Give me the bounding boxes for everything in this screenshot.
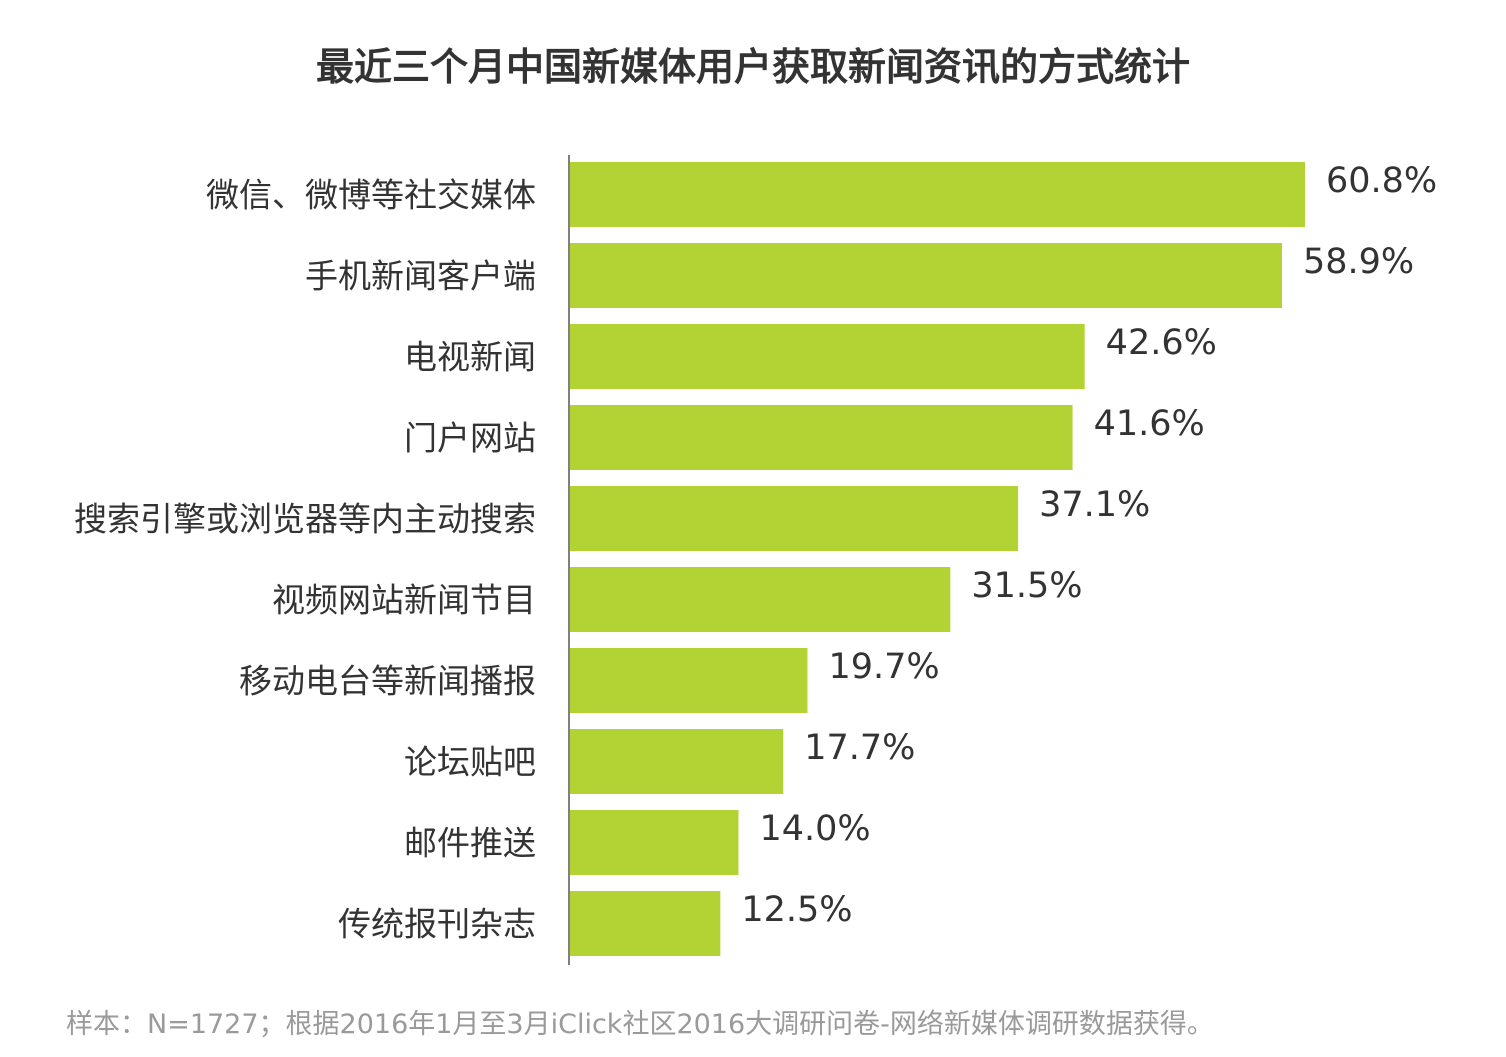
- bar-9: [569, 891, 721, 956]
- bar-2: [569, 324, 1085, 389]
- bar-6: [569, 648, 808, 713]
- bar-7: [569, 729, 784, 794]
- bar-8: [569, 810, 739, 875]
- chart-title: 最近三个月中国新媒体用户获取新闻资讯的方式统计: [315, 45, 1190, 89]
- category-label-4: 搜索引擎或浏览器等内主动搜索: [74, 500, 536, 539]
- category-labels-group: 微信、微博等社交媒体手机新闻客户端电视新闻门户网站搜索引擎或浏览器等内主动搜索视…: [74, 176, 536, 944]
- value-label-9: 12.5%: [741, 890, 852, 930]
- bars-group: [569, 162, 1305, 956]
- value-label-4: 37.1%: [1039, 485, 1150, 525]
- category-label-6: 移动电台等新闻播报: [239, 662, 536, 701]
- category-label-3: 门户网站: [404, 419, 536, 458]
- value-label-1: 58.9%: [1303, 242, 1414, 282]
- category-label-5: 视频网站新闻节目: [272, 581, 536, 620]
- bar-chart: 微信、微博等社交媒体手机新闻客户端电视新闻门户网站搜索引擎或浏览器等内主动搜索视…: [74, 155, 1437, 965]
- category-label-9: 传统报刊杂志: [338, 905, 536, 944]
- category-label-0: 微信、微博等社交媒体: [206, 176, 536, 215]
- value-label-6: 19.7%: [828, 647, 939, 687]
- value-label-2: 42.6%: [1106, 323, 1217, 363]
- value-label-8: 14.0%: [759, 809, 870, 849]
- category-label-7: 论坛贴吧: [404, 743, 536, 782]
- bar-5: [569, 567, 951, 632]
- value-label-5: 31.5%: [971, 566, 1082, 606]
- value-label-3: 41.6%: [1094, 404, 1205, 444]
- bar-3: [569, 405, 1073, 470]
- value-label-7: 17.7%: [804, 728, 915, 768]
- bar-1: [569, 243, 1282, 308]
- value-label-0: 60.8%: [1326, 161, 1437, 201]
- footnote: 样本：N=1727；根据2016年1月至3月iClick社区2016大调研问卷-…: [66, 1009, 1214, 1040]
- category-label-8: 邮件推送: [404, 824, 536, 863]
- bar-0: [569, 162, 1305, 227]
- bar-4: [569, 486, 1019, 551]
- category-label-2: 电视新闻: [404, 338, 536, 377]
- category-label-1: 手机新闻客户端: [305, 257, 536, 296]
- value-labels-group: 60.8% 58.9% 42.6% 41.6% 37.1% 31.5% 19.7% 17.7%…: [741, 161, 1437, 930]
